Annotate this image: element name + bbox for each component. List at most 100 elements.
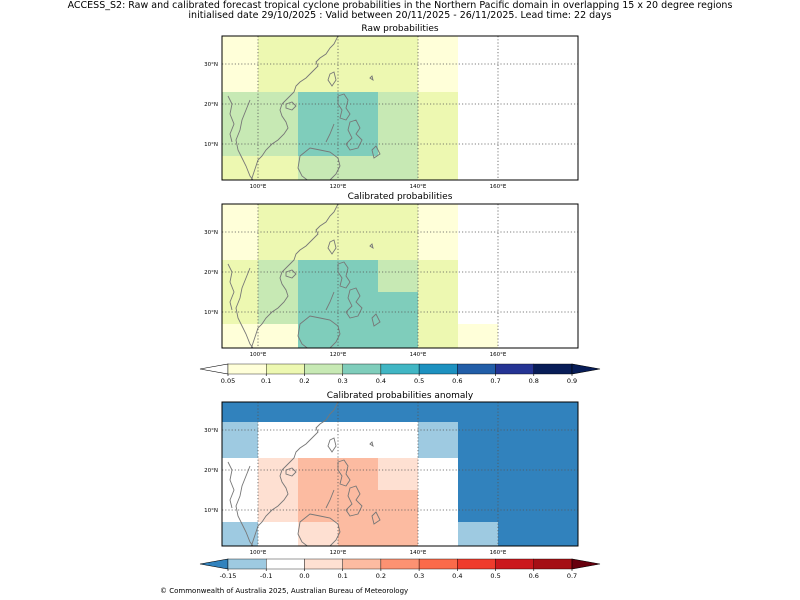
grid-cell <box>378 92 418 156</box>
probability-cells <box>222 36 458 180</box>
colorbar-segment <box>534 364 572 374</box>
map-panel-calibrated: 100°E 120°E 140°E 160°E 10°N 20°N 30°N <box>204 168 578 358</box>
grid-cell <box>378 68 418 92</box>
colorbar-tick-label: -0.1 <box>260 572 273 580</box>
colorbar-tick-label: 0.4 <box>376 377 386 385</box>
colorbar-segment <box>457 364 495 374</box>
colorbar-tick-label: 0.5 <box>414 377 424 385</box>
lat-tick-label: 20°N <box>204 102 218 108</box>
colorbar-tick-label: -0.15 <box>220 572 237 580</box>
colorbar-under-extension <box>200 559 228 569</box>
lat-tick-label: 10°N <box>204 310 218 316</box>
colorbar-tick-label: 0.3 <box>337 377 347 385</box>
colorbar-tick-label: 0.9 <box>567 377 577 385</box>
grid-cell <box>222 402 578 422</box>
colorbar-segment <box>419 364 457 374</box>
colorbar-segment <box>343 559 381 569</box>
colorbar-tick-label: 0.0 <box>299 572 309 580</box>
colorbar-tick-label: 0.8 <box>529 377 539 385</box>
grid-cell <box>222 156 298 180</box>
grid-cell <box>458 324 498 348</box>
grid-cell <box>298 292 418 348</box>
grid-cell <box>222 204 258 260</box>
colorbar-tick-label: 0.6 <box>529 572 539 580</box>
lat-tick-label: 20°N <box>204 468 218 474</box>
lon-tick-label: 100°E <box>250 352 267 358</box>
probability-cells <box>222 204 498 348</box>
grid-cell <box>418 36 458 68</box>
lon-tick-label: 140°E <box>410 550 427 556</box>
colorbar-segment <box>496 364 534 374</box>
colorbar-over-extension <box>572 364 600 374</box>
lon-tick-label: 140°E <box>410 352 427 358</box>
grid-cell <box>338 522 378 546</box>
grid-cell <box>418 68 458 92</box>
colorbar-segment <box>304 364 342 374</box>
grid-cell <box>418 422 458 458</box>
colorbar-segment <box>534 559 572 569</box>
lon-tick-label: 120°E <box>330 352 347 358</box>
lon-tick-label: 160°E <box>490 352 507 358</box>
colorbar-tick-label: 0.7 <box>567 572 577 580</box>
grid-cell <box>298 522 338 546</box>
colorbar-tick-label: 0.3 <box>414 572 424 580</box>
colorbar-over-extension <box>572 559 600 569</box>
lon-tick-label: 100°E <box>250 184 267 190</box>
figure-canvas: 100°E 120°E 140°E 160°E 10°N 20°N 30°N 100°E 12… <box>0 0 800 600</box>
lat-tick-label: 30°N <box>204 62 218 68</box>
copyright-footer: © Commonwealth of Australia 2025, Austra… <box>160 587 408 595</box>
colorbar-tick-label: 0.4 <box>452 572 462 580</box>
lon-tick-label: 120°E <box>330 550 347 556</box>
colorbar-segment <box>419 559 457 569</box>
grid-cell <box>458 522 498 546</box>
anomaly-colorbar: -0.15 -0.1 0.0 0.1 0.2 0.3 0.4 0.5 0.6 0.7 <box>200 559 600 580</box>
grid-cell <box>418 92 458 156</box>
grid-cell <box>418 156 458 180</box>
lon-tick-label: 120°E <box>330 184 347 190</box>
colorbar-segment <box>228 559 266 569</box>
colorbar-tick-label: 0.6 <box>452 377 462 385</box>
map-panel-anomaly: 100°E 120°E 140°E 160°E 10°N 20°N 30°N <box>204 366 578 556</box>
grid-cell <box>378 458 418 490</box>
colorbar-tick-label: 0.05 <box>221 377 235 385</box>
colorbar-segment <box>228 364 266 374</box>
colorbar-segment <box>266 364 304 374</box>
colorbar-segment <box>457 559 495 569</box>
grid-cell <box>222 68 258 92</box>
colorbar-segment <box>266 559 304 569</box>
colorbar-tick-label: 0.1 <box>261 377 271 385</box>
colorbar-segment <box>381 559 419 569</box>
lon-tick-label: 140°E <box>410 184 427 190</box>
lon-tick-label: 100°E <box>250 550 267 556</box>
colorbar-under-extension <box>200 364 228 374</box>
lat-tick-label: 10°N <box>204 508 218 514</box>
grid-cell <box>378 36 418 68</box>
colorbar-segment <box>496 559 534 569</box>
grid-cell <box>378 490 418 546</box>
colorbar-tick-label: 0.2 <box>376 572 386 580</box>
colorbar-tick-label: 0.5 <box>490 572 500 580</box>
lon-tick-label: 160°E <box>490 184 507 190</box>
colorbar-segment <box>343 364 381 374</box>
lat-tick-label: 20°N <box>204 270 218 276</box>
lon-tick-label: 160°E <box>490 550 507 556</box>
colorbar-tick-label: 0.2 <box>299 377 309 385</box>
grid-cell <box>418 260 458 348</box>
grid-cell <box>298 156 418 180</box>
grid-cell <box>222 324 298 348</box>
grid-cell <box>378 260 418 292</box>
map-panel-raw: 100°E 120°E 140°E 160°E 10°N 20°N 30°N <box>204 0 578 190</box>
grid-cell <box>258 36 378 68</box>
grid-cell <box>258 68 378 92</box>
colorbar-tick-label: 0.1 <box>337 572 347 580</box>
colorbar-segment <box>381 364 419 374</box>
grid-cell <box>222 260 258 324</box>
colorbar-segment <box>304 559 342 569</box>
lat-tick-label: 10°N <box>204 142 218 148</box>
colorbar-tick-label: 0.7 <box>490 377 500 385</box>
grid-cell <box>222 36 258 68</box>
grid-cell <box>222 422 258 458</box>
lat-tick-label: 30°N <box>204 230 218 236</box>
lat-tick-label: 30°N <box>204 428 218 434</box>
probability-colorbar: 0.05 0.1 0.2 0.3 0.4 0.5 0.6 0.7 0.8 0.9 <box>200 364 600 385</box>
